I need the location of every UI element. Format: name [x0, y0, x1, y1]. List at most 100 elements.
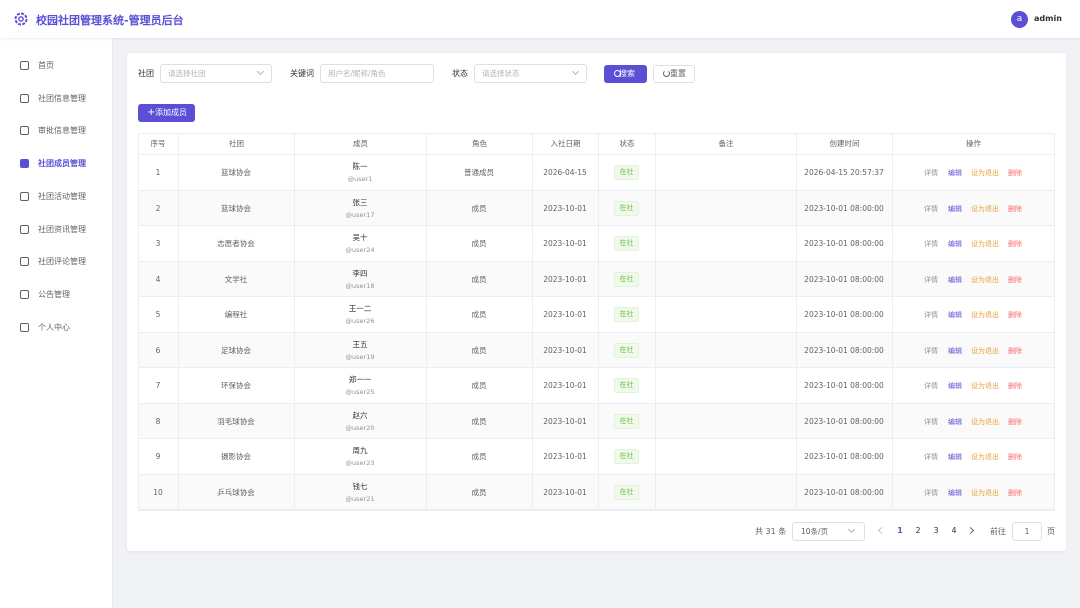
row-action[interactable]: 设为退出: [971, 453, 999, 461]
reset-button[interactable]: 重置: [653, 65, 695, 83]
row-action[interactable]: 编辑: [948, 346, 962, 355]
page-number[interactable]: 4: [951, 526, 957, 535]
row-action[interactable]: 设为退出: [971, 346, 999, 355]
menu-item[interactable]: 首页: [38, 61, 54, 70]
cell-border: [892, 332, 893, 368]
row-action[interactable]: 详情: [924, 169, 938, 177]
row-action[interactable]: 编辑: [948, 453, 962, 461]
row-action[interactable]: 详情: [924, 382, 938, 390]
cell-border: [426, 226, 427, 262]
status-tag: 在社: [614, 449, 639, 464]
join-date: 2023-10-01: [543, 274, 587, 284]
created-time: 2023-10-01 08:00:00: [804, 416, 884, 426]
avatar[interactable]: a: [1011, 11, 1028, 28]
row-action[interactable]: 设为退出: [971, 488, 999, 497]
role: 成员: [471, 239, 487, 248]
row-action[interactable]: 编辑: [948, 488, 962, 497]
created-time: 2023-10-01 08:00:00: [804, 203, 884, 213]
row-action[interactable]: 删除: [1008, 453, 1022, 461]
cell-border: [532, 155, 533, 191]
row-action[interactable]: 设为退出: [971, 311, 999, 319]
row-action[interactable]: 编辑: [948, 275, 962, 284]
column-header: 操作: [892, 133, 1054, 155]
row-action[interactable]: 详情: [924, 240, 938, 248]
menu-item[interactable]: 社团成员管理: [38, 159, 86, 169]
cell-border: [426, 155, 427, 191]
row-action[interactable]: 删除: [1008, 275, 1022, 284]
cell-border: [655, 368, 656, 404]
menu-item[interactable]: 公告管理: [38, 289, 70, 299]
filter-input[interactable]: 请选择状态: [474, 64, 587, 83]
row-index: 3: [155, 239, 161, 248]
cell-border: [532, 403, 533, 439]
row-action[interactable]: 详情: [924, 346, 938, 355]
cell-border: [532, 190, 533, 226]
row-index: 10: [153, 487, 163, 497]
row-action[interactable]: 设为退出: [971, 417, 999, 426]
role: 成员: [471, 274, 487, 284]
cell-border: [892, 474, 893, 510]
goto-input[interactable]: 1: [1012, 522, 1042, 541]
row-action[interactable]: 设为退出: [971, 169, 999, 177]
menu-item[interactable]: 社团资讯管理: [38, 224, 86, 234]
menu-icon: [20, 289, 29, 299]
member-name: 李四: [352, 268, 368, 278]
row-action[interactable]: 设为退出: [971, 382, 999, 390]
cell-border: [178, 474, 179, 510]
cell-border: [796, 155, 797, 191]
row-action[interactable]: 详情: [924, 311, 938, 319]
add-button[interactable]: 添加成员: [138, 104, 195, 122]
row-action[interactable]: 删除: [1008, 488, 1022, 497]
member-username: @user26: [345, 317, 375, 325]
cell-border: [892, 297, 893, 333]
row-action[interactable]: 编辑: [948, 382, 962, 390]
cell-border: [178, 155, 179, 191]
cell-border: [178, 439, 179, 475]
page-number[interactable]: 1: [897, 526, 903, 535]
row-action[interactable]: 删除: [1008, 169, 1022, 177]
menu-item[interactable]: 社团活动管理: [38, 191, 86, 201]
menu-item[interactable]: 个人中心: [38, 322, 70, 332]
row-index: 1: [155, 168, 161, 177]
join-date: 2026-04-15: [543, 168, 587, 177]
row-action[interactable]: 编辑: [948, 417, 962, 426]
row-action[interactable]: 删除: [1008, 346, 1022, 355]
filter-input[interactable]: 用户名/昵称/角色: [320, 64, 434, 83]
row-action[interactable]: 删除: [1008, 382, 1022, 390]
row-action[interactable]: 详情: [924, 417, 938, 426]
row-action[interactable]: 设为退出: [971, 240, 999, 248]
row-action[interactable]: 删除: [1008, 240, 1022, 248]
row-action[interactable]: 详情: [924, 453, 938, 461]
cell-border: [892, 261, 893, 297]
row-action[interactable]: 详情: [924, 204, 938, 213]
status-tag: 在社: [614, 236, 639, 251]
page-number[interactable]: 2: [915, 526, 921, 535]
row-action[interactable]: 编辑: [948, 311, 962, 319]
row-action[interactable]: 编辑: [948, 204, 962, 213]
row-action[interactable]: 设为退出: [971, 204, 999, 213]
cell-border: [426, 190, 427, 226]
status-tag: 在社: [614, 200, 639, 216]
row-action[interactable]: 编辑: [948, 169, 962, 177]
search-button[interactable]: 搜索: [604, 65, 647, 83]
menu-item[interactable]: 审批信息管理: [38, 126, 86, 136]
menu-item[interactable]: 社团信息管理: [38, 93, 86, 103]
row-action[interactable]: 删除: [1008, 204, 1022, 213]
filter-input[interactable]: 请选择社团: [160, 64, 272, 83]
page-size-select[interactable]: 10条/页: [792, 522, 865, 541]
cell-border: [178, 297, 179, 333]
username[interactable]: admin: [1034, 14, 1062, 23]
row-action[interactable]: 详情: [924, 488, 938, 497]
menu-item[interactable]: 社团评论管理: [38, 257, 86, 267]
member-username: @user21: [345, 494, 375, 503]
sidebar: [0, 38, 113, 608]
row-action[interactable]: 编辑: [948, 240, 962, 248]
cell-border: [294, 190, 295, 226]
row-action[interactable]: 详情: [924, 275, 938, 284]
row-action[interactable]: 删除: [1008, 311, 1022, 319]
cell-border: [655, 190, 656, 226]
row-action[interactable]: 设为退出: [971, 275, 999, 284]
row-action[interactable]: 删除: [1008, 417, 1022, 426]
page-number[interactable]: 3: [933, 526, 939, 535]
club-name: 志愿者协会: [217, 239, 255, 248]
